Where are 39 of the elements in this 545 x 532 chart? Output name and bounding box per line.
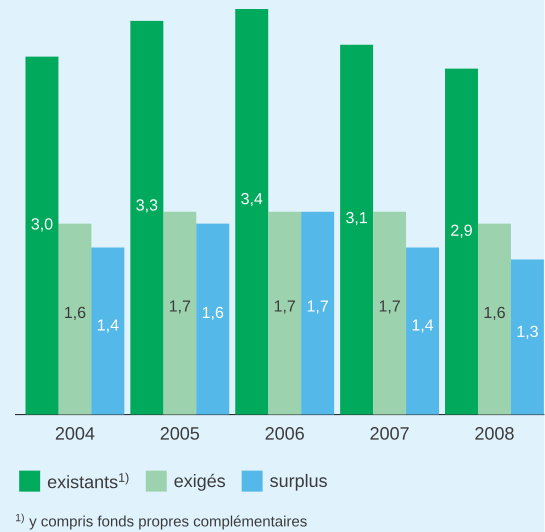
bar: [130, 20, 164, 414]
bar: [406, 247, 440, 414]
x-tick-label: 2007: [370, 426, 409, 440]
bar: [58, 223, 92, 414]
data-label: 2,9: [451, 224, 472, 238]
bar: [510, 259, 544, 414]
bar: [235, 8, 268, 414]
bar: [163, 212, 196, 414]
bar: [301, 212, 334, 414]
x-tick-label: 2008: [475, 426, 514, 440]
data-label: 3,1: [346, 212, 367, 225]
data-label: 1,7: [380, 300, 400, 314]
data-label: 1,6: [202, 306, 224, 320]
text: $^{1)}$ y compris fonds propres complémentaires: [16, 513, 307, 530]
legend-label: exigés: [174, 474, 226, 491]
legend-label: existants$^{1)}$: [48, 472, 128, 488]
bar: [25, 56, 58, 414]
data-label: 1,7: [308, 300, 328, 314]
legend-label: surplus: [270, 474, 327, 490]
bar: [340, 44, 374, 414]
bar: [196, 223, 230, 414]
data-label: 3,4: [241, 192, 262, 206]
data-label: 3,3: [136, 199, 158, 212]
bar: [373, 212, 406, 414]
data-label: 1,6: [484, 306, 505, 320]
data-label: 1,6: [65, 306, 86, 320]
bar: [445, 68, 478, 414]
data-label: 1,4: [412, 319, 434, 332]
bar: [268, 212, 302, 414]
bar: [478, 223, 511, 414]
x-tick-label: 2006: [266, 426, 304, 440]
data-label: 1,7: [274, 300, 295, 314]
data-label: 1,7: [170, 300, 190, 314]
bar: [91, 247, 124, 414]
x-tick-label: 2004: [56, 426, 94, 440]
x-tick-label: 2005: [160, 426, 200, 440]
data-label: 1,3: [518, 326, 538, 339]
data-label: 1,4: [98, 319, 119, 332]
data-label: 3,0: [31, 218, 52, 232]
